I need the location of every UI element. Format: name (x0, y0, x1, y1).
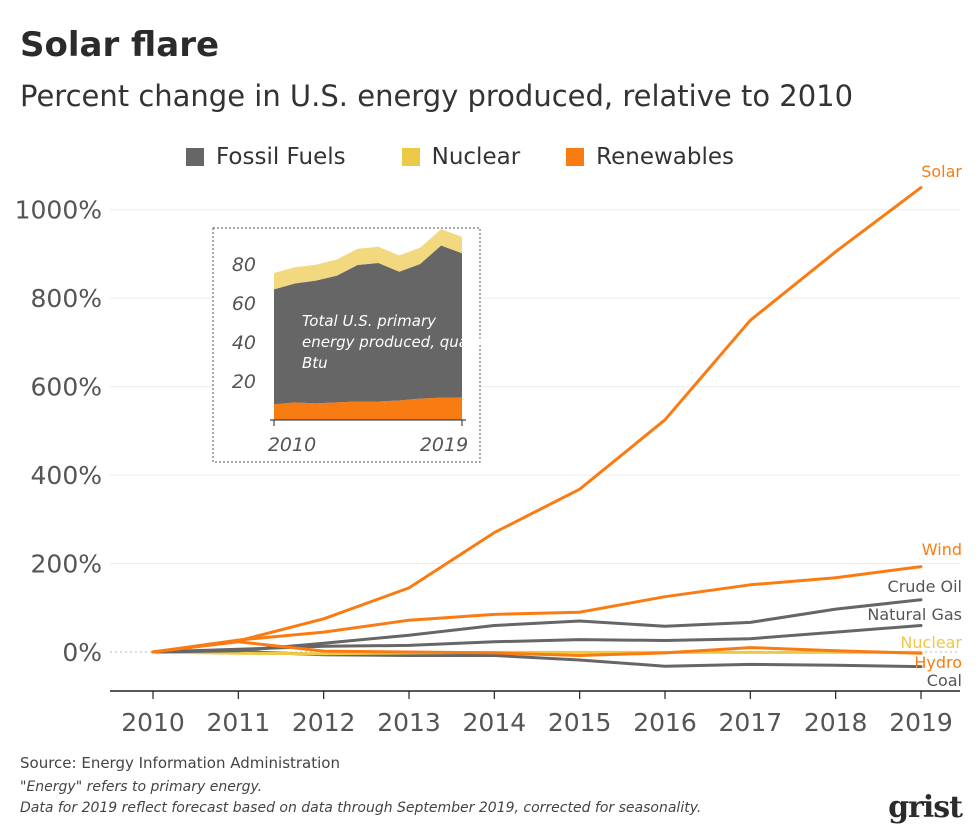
inset-y-tick-label: 20 (232, 371, 256, 393)
y-tick-label: 200% (31, 550, 102, 579)
inset-x-tick-label: 2010 (268, 434, 316, 456)
energy-note: "Energy" refers to primary energy. (20, 779, 263, 795)
x-tick-label: 2010 (121, 708, 185, 737)
legend-swatch-nuclear (401, 148, 420, 166)
series-line-wind (151, 565, 923, 654)
series-label-solar: Solar (921, 162, 962, 181)
x-tick-label: 2012 (292, 708, 356, 737)
y-tick-label: 600% (31, 373, 102, 402)
x-tick-label: 2019 (889, 708, 953, 737)
legend-item-fossil-fuels: Fossil Fuels (186, 144, 346, 170)
legend-label-renewables: Renewables (596, 144, 735, 170)
inset-title-line: Total U.S. primary (302, 312, 437, 330)
series-label-wind: Wind (922, 540, 962, 559)
series-line-solar (151, 186, 923, 654)
y-tick-label: 0% (62, 638, 102, 667)
inset-title-line: Btu (302, 354, 328, 372)
y-tick-label: 1000% (15, 196, 102, 225)
forecast-note: Data for 2019 reflect forecast based on … (20, 800, 702, 816)
legend-swatch-fossil-fuels (186, 148, 204, 166)
y-tick-label: 800% (31, 284, 102, 313)
inset-area-fossil-fuels (274, 245, 462, 405)
inset-title: Total U.S. primary energy produced, quadr… (302, 312, 519, 372)
chart-subtitle: Percent change in U.S. energy produced, … (20, 79, 854, 113)
inset-title-line: energy produced, quadrillion (302, 333, 519, 351)
series-label-natural-gas: Natural Gas (867, 605, 962, 624)
legend-label-nuclear: Nuclear (431, 144, 521, 170)
x-tick-label: 2011 (207, 708, 271, 737)
x-tick-label: 2015 (548, 708, 612, 737)
line-chart: 0% 200% 400% 600% 800% 1000% 2010 2011 2012 2013 2… (15, 162, 963, 737)
legend-label-fossil-fuels: Fossil Fuels (216, 144, 346, 170)
series-label-nuclear: Nuclear (900, 633, 962, 652)
series-label-coal: Coal (927, 671, 962, 690)
inset-y-tick-label: 60 (232, 293, 256, 315)
x-tick-label: 2014 (463, 708, 527, 737)
inset-y-tick-label: 80 (232, 254, 256, 276)
series-line-hydro (151, 640, 923, 657)
x-tick-label: 2017 (719, 708, 783, 737)
source-note: Source: Energy Information Administratio… (20, 754, 340, 772)
inset-x-tick-label: 2019 (420, 434, 468, 456)
series-label-crude-oil: Crude Oil (888, 577, 962, 596)
legend-swatch-renewables (566, 148, 585, 166)
x-tick-label: 2018 (804, 708, 868, 737)
x-tick-label: 2016 (633, 708, 697, 737)
series-label-hydro: Hydro (914, 653, 962, 672)
x-tick-label: 2013 (377, 708, 441, 737)
inset-y-tick-label: 40 (232, 332, 256, 354)
legend-item-renewables: Renewables (566, 144, 734, 170)
grist-logo: grist (888, 790, 963, 825)
series-line-nuclear (151, 650, 923, 656)
y-tick-label: 400% (31, 461, 102, 490)
legend: Fossil Fuels Nuclear Renewables (186, 144, 734, 170)
inset-area-renewables (274, 397, 462, 420)
legend-item-nuclear: Nuclear (401, 144, 521, 170)
inset-area-nuclear (274, 229, 462, 290)
chart-title: Solar flare (20, 25, 220, 65)
